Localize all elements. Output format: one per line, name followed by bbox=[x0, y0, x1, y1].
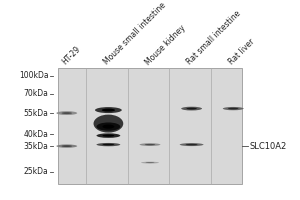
Text: HT-29: HT-29 bbox=[60, 45, 82, 67]
Ellipse shape bbox=[102, 144, 114, 145]
Text: 70kDa: 70kDa bbox=[23, 89, 48, 98]
Ellipse shape bbox=[102, 125, 114, 129]
Text: SLC10A2: SLC10A2 bbox=[250, 142, 287, 151]
Bar bbox=[58, 68, 242, 184]
Ellipse shape bbox=[141, 162, 159, 164]
Text: Rat small intestine: Rat small intestine bbox=[185, 9, 243, 67]
Ellipse shape bbox=[61, 145, 72, 147]
Ellipse shape bbox=[95, 107, 122, 113]
Ellipse shape bbox=[228, 108, 238, 109]
Ellipse shape bbox=[186, 108, 197, 110]
Ellipse shape bbox=[140, 143, 160, 146]
Ellipse shape bbox=[102, 109, 115, 112]
Ellipse shape bbox=[181, 107, 202, 110]
Text: 25kDa: 25kDa bbox=[24, 167, 48, 176]
Text: 100kDa: 100kDa bbox=[19, 71, 48, 80]
Ellipse shape bbox=[97, 133, 120, 138]
Text: 40kDa: 40kDa bbox=[23, 130, 48, 139]
Text: Mouse small intestine: Mouse small intestine bbox=[102, 1, 168, 67]
Text: Rat liver: Rat liver bbox=[227, 37, 256, 67]
Ellipse shape bbox=[145, 144, 155, 145]
Ellipse shape bbox=[61, 112, 72, 114]
Ellipse shape bbox=[56, 111, 77, 115]
Ellipse shape bbox=[102, 134, 114, 137]
Ellipse shape bbox=[56, 144, 77, 148]
Text: 35kDa: 35kDa bbox=[23, 142, 48, 151]
Ellipse shape bbox=[223, 107, 244, 110]
Ellipse shape bbox=[180, 143, 203, 146]
Ellipse shape bbox=[94, 115, 123, 133]
Ellipse shape bbox=[146, 162, 154, 163]
Ellipse shape bbox=[186, 144, 198, 145]
Text: 55kDa: 55kDa bbox=[23, 109, 48, 118]
Ellipse shape bbox=[97, 122, 120, 131]
Ellipse shape bbox=[97, 143, 120, 146]
Text: Mouse kidney: Mouse kidney bbox=[144, 23, 187, 67]
